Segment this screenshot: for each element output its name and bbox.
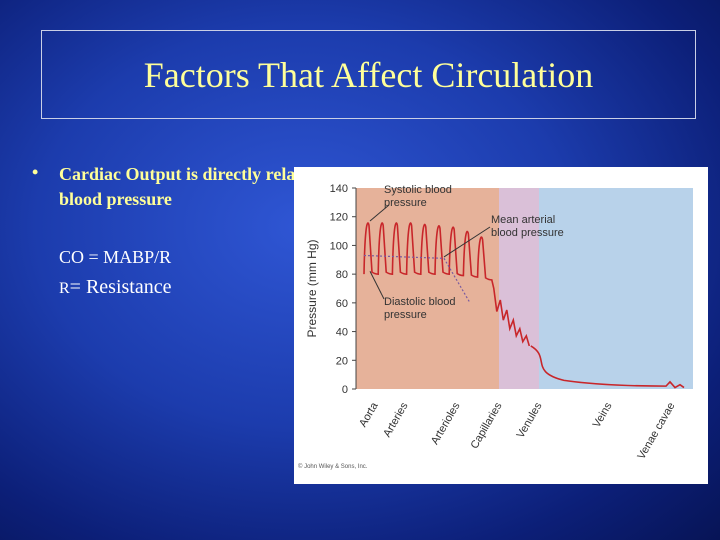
bullet-marker: •	[32, 162, 39, 182]
annotation-label: pressure	[384, 309, 427, 321]
annotation-label: Systolic blood	[384, 184, 452, 196]
blood-pressure-chart: 0 20 40 60 80 100 120 140 Pressure (mm Hg) Systol…	[298, 183, 693, 470]
venous-pressure-line	[530, 345, 685, 389]
resistance-symbol: R	[59, 280, 70, 297]
region-band	[356, 188, 499, 389]
formula-text: CO = MABP/R	[59, 247, 172, 267]
pressure-waveform	[363, 222, 531, 347]
x-category-label: Arteries	[381, 400, 411, 439]
annotation-label: Mean arterial	[491, 214, 555, 226]
x-category-label: Venules	[515, 400, 545, 440]
y-tick-label: 120	[330, 212, 348, 224]
y-tick-label: 100	[330, 240, 348, 252]
mean-arterial-line	[363, 254, 471, 304]
x-category-label: Veins	[591, 400, 615, 430]
y-tick-label: 140	[330, 183, 348, 195]
y-axis-label: Pressure (mm Hg)	[305, 239, 319, 337]
x-category-label: Aorta	[357, 400, 381, 430]
y-tick-label: 20	[336, 355, 348, 367]
resistance-label: = Resistance	[69, 276, 172, 298]
slide-title: Factors That Affect Circulation	[143, 54, 594, 95]
region-band	[539, 188, 693, 389]
copyright-text: © John Wiley & Sons, Inc.	[298, 463, 368, 470]
region-band	[499, 188, 539, 389]
y-tick-label: 80	[336, 269, 348, 281]
x-category-label: Capillaries	[469, 400, 505, 451]
x-category-label: Venae cavae	[635, 401, 677, 462]
annotation-label: blood pressure	[491, 227, 564, 239]
annotation-pointer	[369, 204, 390, 222]
title-box: Factors That Affect Circulation	[41, 30, 696, 119]
blood-pressure-figure: 0 20 40 60 80 100 120 140 Pressure (mm Hg) Systol…	[294, 167, 708, 484]
resistance-text: R= Resistance	[59, 276, 171, 299]
annotation-label: Diastolic blood	[384, 296, 456, 308]
bullet-text: Cardiac Output is directly related to bl…	[59, 164, 339, 209]
y-tick-label: 60	[336, 298, 348, 310]
y-tick-label: 40	[336, 327, 348, 339]
annotation-pointer	[443, 226, 491, 258]
y-tick-label: 0	[342, 384, 348, 396]
annotation-label: pressure	[384, 197, 427, 209]
annotation-pointer	[369, 271, 385, 300]
x-category-label: Arterioles	[429, 400, 463, 447]
